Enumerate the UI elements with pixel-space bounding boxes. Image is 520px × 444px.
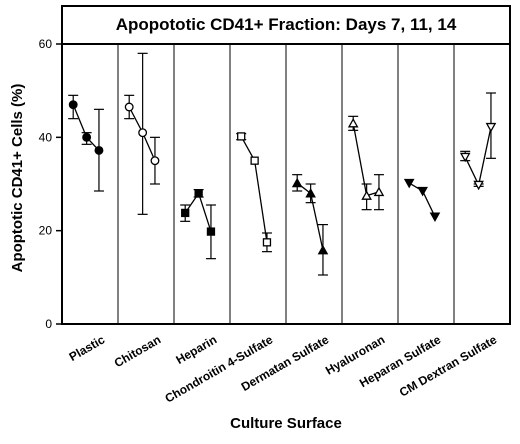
point-cm-dextran-sulfate-day-14 xyxy=(485,122,497,133)
plot-layer: 0 20 40 60 Plastic Chitosan HeparinChondroitin… xyxy=(39,37,500,406)
chart-title: Apopototic CD41+ Fraction: Days 7, 11, 1… xyxy=(116,15,457,34)
point-heparin-day-14 xyxy=(206,227,216,236)
category-label-heparin: Heparin xyxy=(173,332,219,366)
category-label-chitosan: Chitosan xyxy=(112,332,163,370)
point-chondroitin-4-sulfate-day-11 xyxy=(250,156,259,165)
point-chitosan-day-14 xyxy=(150,156,160,166)
category-label-cm-dextran-sulfate: CM Dextran Sulfate xyxy=(397,332,500,399)
point-plastic-day-7 xyxy=(68,100,78,110)
series-line-chondroitin-4-sulfate xyxy=(240,136,268,243)
y-tick-label-0: 0 xyxy=(45,317,52,331)
point-heparan-sulfate-day-11 xyxy=(417,186,428,197)
point-cm-dextran-sulfate-day-11 xyxy=(473,180,484,191)
title-area: Apopototic CD41+ Fraction: Days 7, 11, 1… xyxy=(61,5,511,45)
point-chondroitin-4-sulfate-day-7 xyxy=(237,132,246,141)
point-hyaluronan-day-14 xyxy=(373,186,385,197)
point-heparin-day-7 xyxy=(181,208,190,218)
point-dermatan-sulfate-day-11 xyxy=(305,188,316,198)
point-heparan-sulfate-day-14 xyxy=(429,212,441,222)
x-axis-title: Culture Surface xyxy=(230,415,342,432)
y-tick-label-40: 40 xyxy=(39,130,53,144)
category-label-chondroitin-4-sulfate: Chondroitin 4-Sulfate xyxy=(163,332,276,405)
point-heparan-sulfate-day-7 xyxy=(403,178,415,189)
point-chitosan-day-7 xyxy=(124,102,134,112)
point-heparin-day-11 xyxy=(194,189,203,198)
point-chitosan-day-11 xyxy=(138,128,148,138)
y-tick-label-20: 20 xyxy=(39,224,53,238)
point-dermatan-sulfate-day-14 xyxy=(317,244,329,255)
point-dermatan-sulfate-day-7 xyxy=(291,177,303,188)
point-plastic-day-14 xyxy=(94,145,104,155)
point-plastic-day-11 xyxy=(82,132,92,142)
point-chondroitin-4-sulfate-day-14 xyxy=(262,238,272,247)
y-tick-label-60: 60 xyxy=(39,37,53,51)
category-label-plastic: Plastic xyxy=(67,332,108,364)
point-hyaluronan-day-7 xyxy=(347,118,359,128)
y-axis-title: Apoptotic CD41+ Cells (%) xyxy=(9,84,26,273)
series-line-cm-dextran-sulfate xyxy=(464,126,492,187)
title-frame xyxy=(61,5,511,45)
point-cm-dextran-sulfate-day-7 xyxy=(459,152,471,163)
point-hyaluronan-day-11 xyxy=(361,190,372,200)
